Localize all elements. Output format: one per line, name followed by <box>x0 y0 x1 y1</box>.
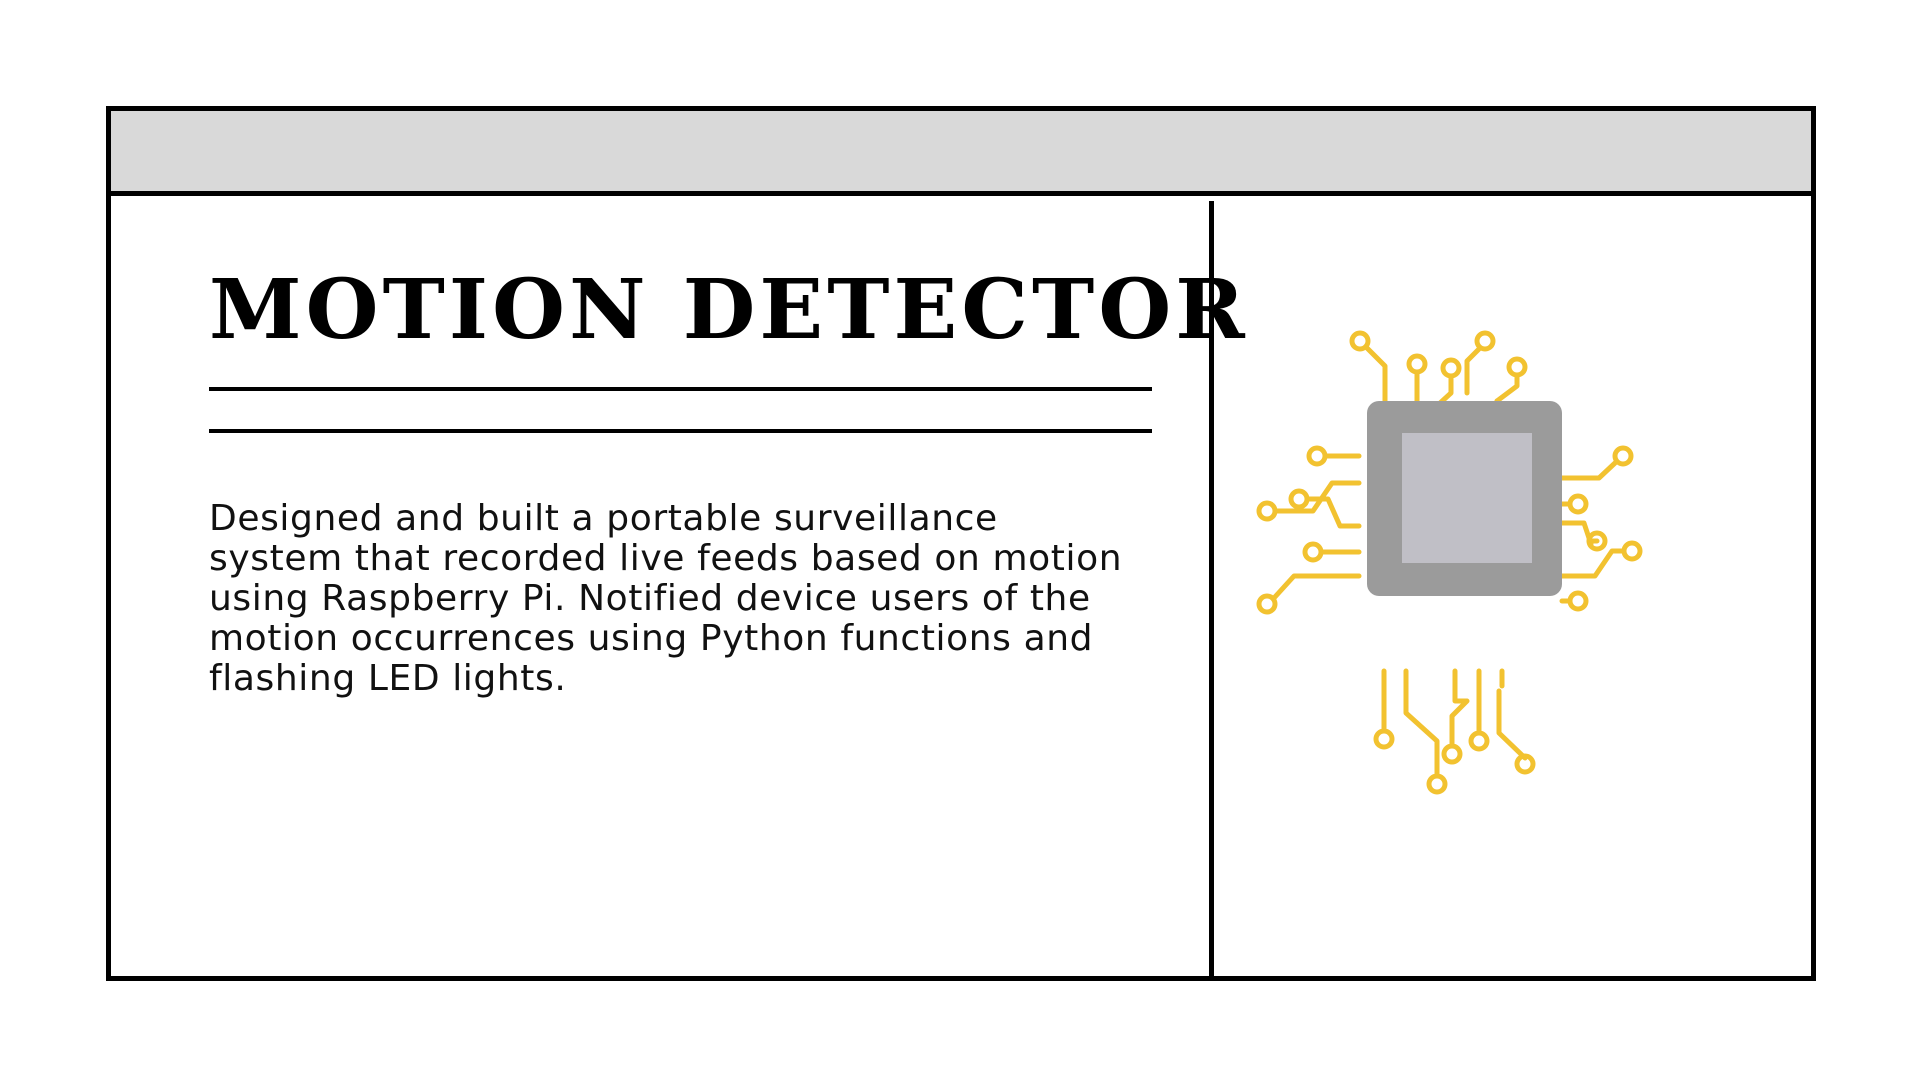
project-card: MOTION DETECTOR Designed and built a por… <box>106 106 1816 981</box>
project-title: MOTION DETECTOR <box>209 262 1249 358</box>
chip-die <box>1402 433 1532 563</box>
title-rule-bottom <box>209 429 1152 433</box>
card-text-panel: MOTION DETECTOR Designed and built a por… <box>111 201 1245 976</box>
microchip-icon <box>1256 330 1643 795</box>
panel-divider <box>1209 201 1214 976</box>
card-title-bar <box>111 111 1811 196</box>
card-image-panel <box>1214 201 1811 976</box>
title-rule-top <box>209 387 1152 391</box>
project-description: Designed and built a portable surveillan… <box>209 498 1123 699</box>
